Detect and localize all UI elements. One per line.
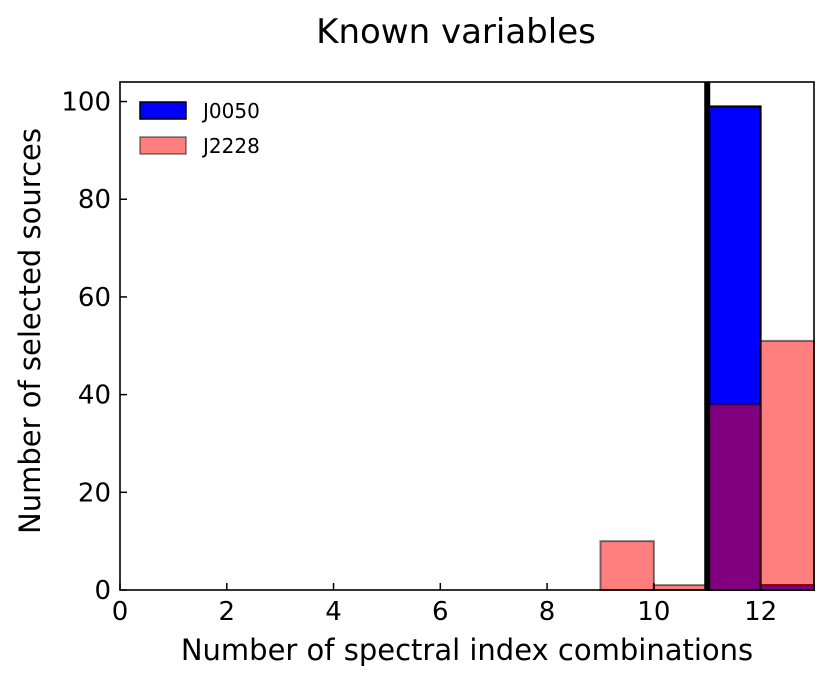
bar-j2228-bin-3	[759, 339, 815, 591]
x-tick-label: 6	[432, 597, 449, 627]
x-tick-label: 2	[218, 597, 235, 627]
x-tick-label: 8	[539, 597, 556, 627]
y-tick-label: 100	[61, 88, 111, 118]
y-axis-label: Number of selected sources	[13, 128, 47, 534]
bar-j2228-bin-0	[599, 540, 655, 592]
x-axis-label: Number of spectral index combinations	[181, 633, 753, 667]
y-tick-label: 20	[78, 478, 111, 508]
x-tick-label: 12	[744, 597, 777, 627]
plot-frame	[119, 81, 815, 591]
y-tick-label: 60	[78, 283, 111, 313]
x-tick-label: 10	[637, 597, 670, 627]
x-tick-label: 0	[112, 597, 129, 627]
bars-layer	[599, 82, 815, 592]
y-tick-label: 80	[78, 185, 111, 215]
y-tick-label: 40	[78, 381, 111, 411]
legend-label-j0050: J0050	[201, 99, 260, 123]
ticks-layer: 0 2 4 6 8 10 12 0 20 40 60 80 100	[61, 88, 777, 627]
legend: J0050 J2228	[139, 99, 260, 158]
legend-label-j2228: J2228	[201, 134, 260, 158]
legend-swatch-j0050	[139, 101, 187, 120]
x-tick-label: 4	[325, 597, 342, 627]
legend-swatch-j2228	[139, 136, 187, 155]
bar-j2228-bin-2	[706, 403, 762, 591]
y-tick-label: 0	[94, 576, 111, 606]
chart-title: Known variables	[316, 12, 596, 52]
